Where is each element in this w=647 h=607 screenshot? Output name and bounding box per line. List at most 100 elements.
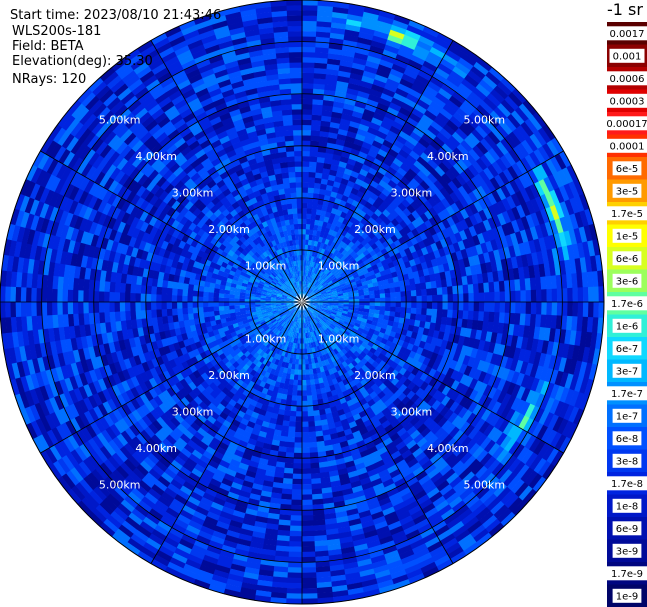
heatmap-cell bbox=[426, 511, 442, 524]
heatmap-cell bbox=[464, 328, 473, 339]
heatmap-cell bbox=[404, 312, 412, 320]
heatmap-cell bbox=[501, 197, 512, 212]
heatmap-cell bbox=[462, 119, 476, 134]
heatmap-cell bbox=[460, 512, 476, 526]
heatmap-cell bbox=[39, 370, 50, 386]
heatmap-cell bbox=[448, 521, 465, 535]
heatmap-cell bbox=[420, 166, 432, 178]
heatmap-cell bbox=[360, 414, 370, 424]
heatmap-cell bbox=[433, 213, 443, 225]
heatmap-cell bbox=[46, 428, 59, 446]
heatmap-cell bbox=[330, 253, 336, 260]
heatmap-cell bbox=[289, 373, 295, 380]
heatmap-cell bbox=[291, 483, 302, 490]
heatmap-cell bbox=[89, 421, 102, 436]
heatmap-cell bbox=[389, 125, 402, 136]
heatmap-cell bbox=[228, 441, 239, 450]
heatmap-cell bbox=[489, 302, 495, 313]
heatmap-cell bbox=[257, 316, 264, 322]
heatmap-cell bbox=[374, 302, 381, 307]
heatmap-cell bbox=[448, 441, 461, 454]
heatmap-cell bbox=[550, 156, 563, 173]
heatmap-cell bbox=[442, 53, 459, 67]
heatmap-cell bbox=[395, 291, 402, 298]
heatmap-cell bbox=[416, 494, 430, 506]
heatmap-cell bbox=[279, 312, 285, 317]
heatmap-cell bbox=[439, 323, 447, 333]
heatmap-cell bbox=[314, 288, 320, 293]
heatmap-cell bbox=[297, 369, 302, 376]
heatmap-cell bbox=[291, 395, 298, 402]
heatmap-cell bbox=[270, 586, 288, 594]
heatmap-cell bbox=[393, 316, 401, 323]
heatmap-cell bbox=[398, 549, 415, 561]
heatmap-cell bbox=[193, 395, 203, 406]
heatmap-cell bbox=[271, 407, 280, 415]
heatmap-cell bbox=[330, 275, 337, 281]
heatmap-cell bbox=[425, 350, 434, 360]
heatmap-cell bbox=[318, 408, 326, 416]
heatmap-cell bbox=[297, 322, 300, 329]
heatmap-cell bbox=[544, 382, 555, 398]
heatmap-cell bbox=[315, 581, 332, 589]
heatmap-cell bbox=[126, 366, 136, 379]
heatmap-cell bbox=[150, 357, 160, 368]
heatmap-cell bbox=[473, 200, 484, 213]
heatmap-cell bbox=[302, 56, 316, 63]
heatmap-cell bbox=[271, 318, 277, 324]
heatmap-cell bbox=[209, 411, 220, 421]
heatmap-cell bbox=[475, 125, 489, 139]
heatmap-cell bbox=[349, 72, 364, 81]
heatmap-cell bbox=[107, 455, 121, 470]
heatmap-cell bbox=[185, 358, 194, 368]
heatmap-cell bbox=[297, 317, 300, 323]
heatmap-cell bbox=[311, 114, 323, 121]
heatmap-cell bbox=[29, 372, 40, 389]
heatmap-cell bbox=[358, 262, 366, 269]
heatmap-cell bbox=[148, 387, 158, 399]
heatmap-cell bbox=[370, 511, 385, 521]
heatmap-cell bbox=[308, 441, 318, 448]
heatmap-cell bbox=[380, 92, 394, 103]
heatmap-cell bbox=[317, 305, 323, 308]
heatmap-cell bbox=[358, 509, 372, 519]
heatmap-cell bbox=[472, 234, 481, 247]
heatmap-cell bbox=[135, 463, 149, 477]
heatmap-cell bbox=[447, 456, 461, 469]
heatmap-cell bbox=[492, 144, 505, 159]
heatmap-cell bbox=[127, 511, 143, 526]
heatmap-cell bbox=[346, 314, 353, 319]
heatmap-cell bbox=[139, 371, 149, 383]
heatmap-cell bbox=[179, 433, 191, 444]
heatmap-cell bbox=[442, 302, 449, 311]
heatmap-cell bbox=[304, 312, 307, 318]
heatmap-cell bbox=[437, 302, 443, 310]
heatmap-cell bbox=[212, 569, 230, 579]
heatmap-cell bbox=[520, 157, 533, 173]
heatmap-cell bbox=[342, 332, 349, 339]
heatmap-cell bbox=[301, 426, 309, 433]
heatmap-cell bbox=[301, 587, 318, 594]
heatmap-cell bbox=[540, 161, 554, 178]
heatmap-cell bbox=[331, 186, 340, 194]
heatmap-cell bbox=[333, 303, 339, 306]
heatmap-cell bbox=[52, 460, 67, 477]
heatmap-cell bbox=[318, 285, 324, 290]
heatmap-cell bbox=[493, 106, 508, 122]
heatmap-cell bbox=[204, 377, 213, 386]
heatmap-cell bbox=[469, 328, 478, 340]
heatmap-cell bbox=[266, 329, 273, 336]
heatmap-cell bbox=[478, 510, 494, 526]
heatmap-cell bbox=[461, 318, 469, 329]
heatmap-cell bbox=[155, 416, 167, 428]
heatmap-cell bbox=[311, 305, 318, 308]
heatmap-cell bbox=[105, 352, 114, 365]
heatmap-cell bbox=[331, 378, 339, 385]
heatmap-cell bbox=[306, 303, 312, 307]
heatmap-cell bbox=[454, 326, 462, 337]
heatmap-cell bbox=[173, 493, 188, 506]
heatmap-cell bbox=[261, 387, 269, 395]
heatmap-cell bbox=[426, 302, 433, 310]
heatmap-cell bbox=[434, 524, 450, 538]
heatmap-cell bbox=[277, 325, 283, 331]
